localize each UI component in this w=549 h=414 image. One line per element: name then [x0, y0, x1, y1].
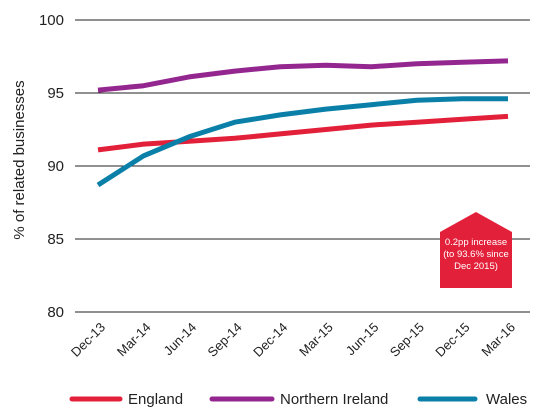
x-tick-label: Jun-14 — [161, 320, 200, 359]
series-lines — [96, 58, 509, 188]
y-axis-label: % of related businesses — [11, 80, 28, 239]
y-tick-label: 95 — [47, 85, 64, 102]
legend-label: Wales — [486, 391, 527, 408]
legend-label: Northern Ireland — [280, 391, 388, 408]
legend: England Northern Ireland Wales — [69, 391, 527, 408]
series-line-england — [97, 113, 509, 153]
y-axis-ticks: 80 85 90 95 100 — [39, 12, 64, 321]
legend-label: England — [128, 391, 183, 408]
y-tick-label: 80 — [47, 304, 64, 321]
annotation-arrow-box — [440, 212, 512, 288]
series-line-wales — [96, 96, 508, 188]
x-tick-label: Dec-14 — [250, 320, 290, 360]
x-tick-label: Sep-14 — [205, 320, 245, 360]
x-axis-ticks: Dec-13 Mar-14 Jun-14 Sep-14 Dec-14 Mar-15 Jun-… — [68, 320, 518, 360]
annotation-line-3: Dec 2015) — [454, 261, 498, 272]
x-tick-label: Mar-16 — [478, 320, 518, 360]
x-tick-label: Mar-15 — [296, 320, 336, 360]
annotation-line-2: (to 93.6% since — [443, 249, 508, 260]
y-tick-label: 90 — [47, 158, 64, 175]
annotation-line-1: 0.2pp increase — [445, 237, 507, 248]
x-tick-label: Jun-15 — [343, 320, 382, 359]
x-tick-label: Dec-15 — [432, 320, 472, 360]
x-tick-label: Mar-14 — [114, 320, 154, 360]
annotation-callout: 0.2pp increase (to 93.6% since Dec 2015) — [440, 212, 512, 288]
y-tick-label: 85 — [47, 231, 64, 248]
x-tick-label: Dec-13 — [68, 320, 108, 360]
x-tick-label: Sep-15 — [387, 320, 427, 360]
y-tick-label: 100 — [39, 12, 64, 29]
series-line-northern-ireland — [97, 58, 509, 93]
